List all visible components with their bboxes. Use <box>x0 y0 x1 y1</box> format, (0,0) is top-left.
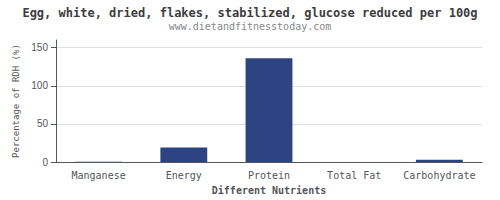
svg-text:www.dietandfitnesstoday.com: www.dietandfitnesstoday.com <box>169 21 332 32</box>
svg-text:Different Nutrients: Different Nutrients <box>212 185 326 196</box>
svg-text:Egg, white, dried, flakes, sta: Egg, white, dried, flakes, stabilized, g… <box>22 6 477 20</box>
svg-text:Energy: Energy <box>166 170 202 181</box>
svg-text:Protein: Protein <box>248 170 290 181</box>
svg-text:Percentage of RDH (%): Percentage of RDH (%) <box>11 44 21 158</box>
svg-text:0: 0 <box>42 157 48 168</box>
svg-text:150: 150 <box>31 42 48 53</box>
svg-text:50: 50 <box>37 118 49 129</box>
svg-text:Manganese: Manganese <box>72 170 126 181</box>
svg-text:Total Fat: Total Fat <box>327 170 381 181</box>
svg-text:Carbohydrate: Carbohydrate <box>403 170 475 181</box>
svg-text:100: 100 <box>31 80 48 91</box>
